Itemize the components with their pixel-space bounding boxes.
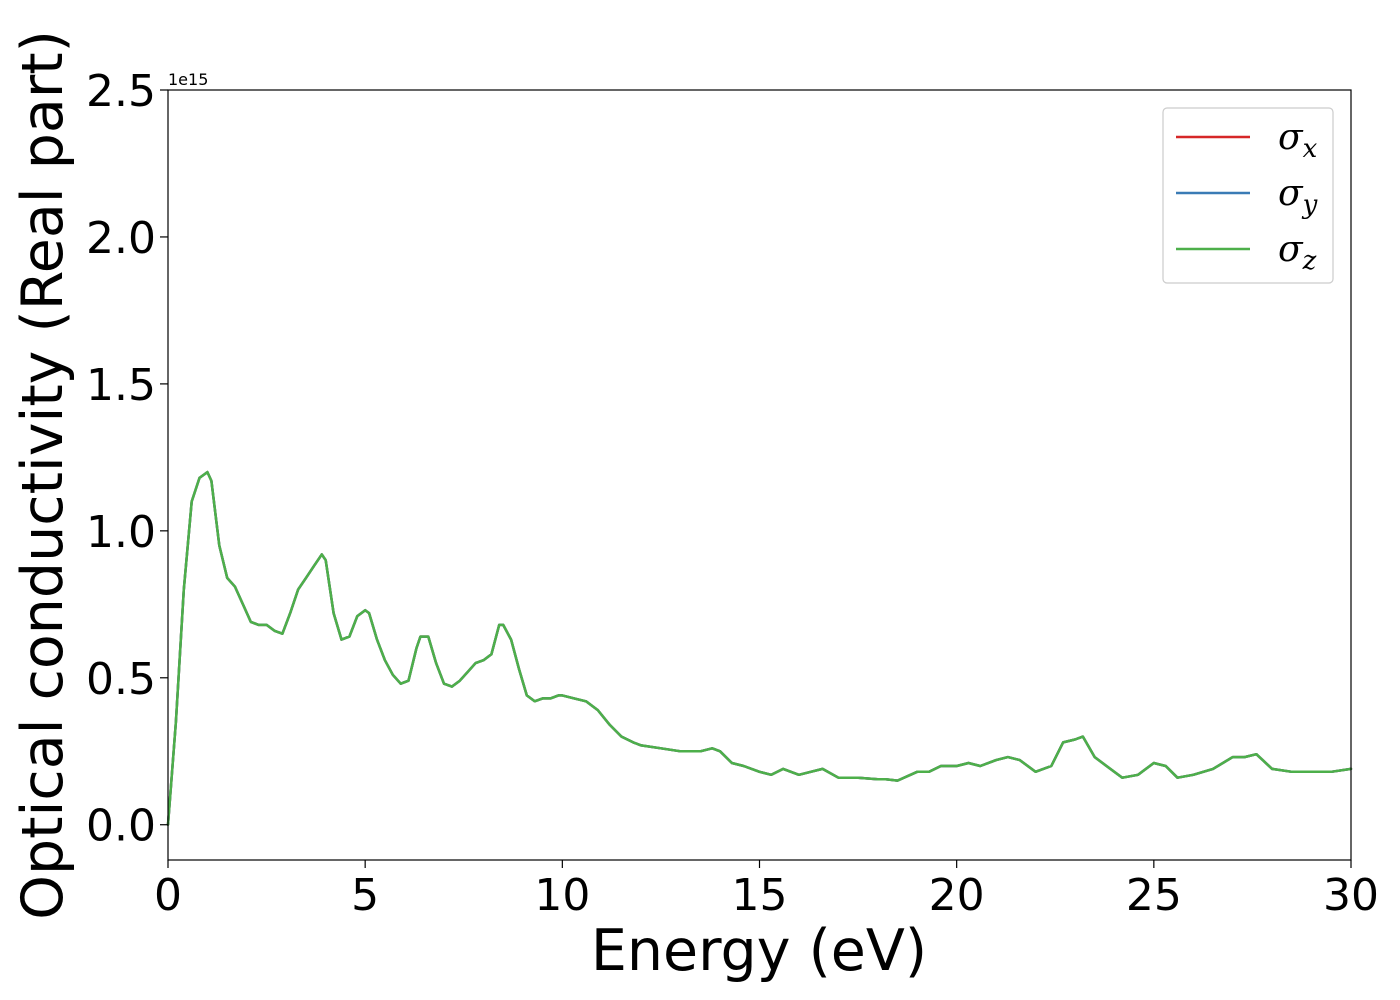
legend-box bbox=[1162, 107, 1334, 284]
series-layer bbox=[166, 470, 1353, 826]
legend-label-x: σx bbox=[1278, 117, 1318, 164]
y-offset-label: 1e15 bbox=[168, 70, 208, 89]
y-tick-label: 1.5 bbox=[86, 360, 156, 411]
x-axis-title: Energy (eV) bbox=[591, 918, 927, 984]
y-tick-label: 0.0 bbox=[86, 801, 156, 852]
x-tick-label: 30 bbox=[1323, 870, 1379, 921]
x-axis: 0 5 10 15 20 25 30 bbox=[154, 860, 1379, 921]
x-tick-label: 20 bbox=[929, 870, 985, 921]
legend: σx σy σz bbox=[1162, 107, 1334, 284]
x-tick-label: 0 bbox=[154, 870, 182, 921]
y-axis-title: Optical conductivity (Real part) bbox=[10, 30, 76, 920]
legend-entries: σx σy σz bbox=[1176, 117, 1318, 276]
y-tick-label: 0.5 bbox=[86, 654, 156, 705]
x-tick-label: 25 bbox=[1126, 870, 1182, 921]
legend-label-y: σy bbox=[1278, 173, 1318, 220]
x-tick-label: 10 bbox=[534, 870, 590, 921]
y-tick-label: 1.0 bbox=[86, 507, 156, 558]
y-tick-label: 2.5 bbox=[86, 66, 156, 117]
series-line-z bbox=[166, 470, 1353, 826]
y-tick-label: 2.0 bbox=[86, 213, 156, 264]
plot-area bbox=[168, 90, 1351, 860]
x-tick-label: 5 bbox=[351, 870, 379, 921]
x-tick-label: 15 bbox=[732, 870, 788, 921]
y-axis: 0.0 0.5 1.0 1.5 2.0 2.5 bbox=[86, 66, 168, 852]
legend-label-z: σz bbox=[1278, 229, 1317, 276]
